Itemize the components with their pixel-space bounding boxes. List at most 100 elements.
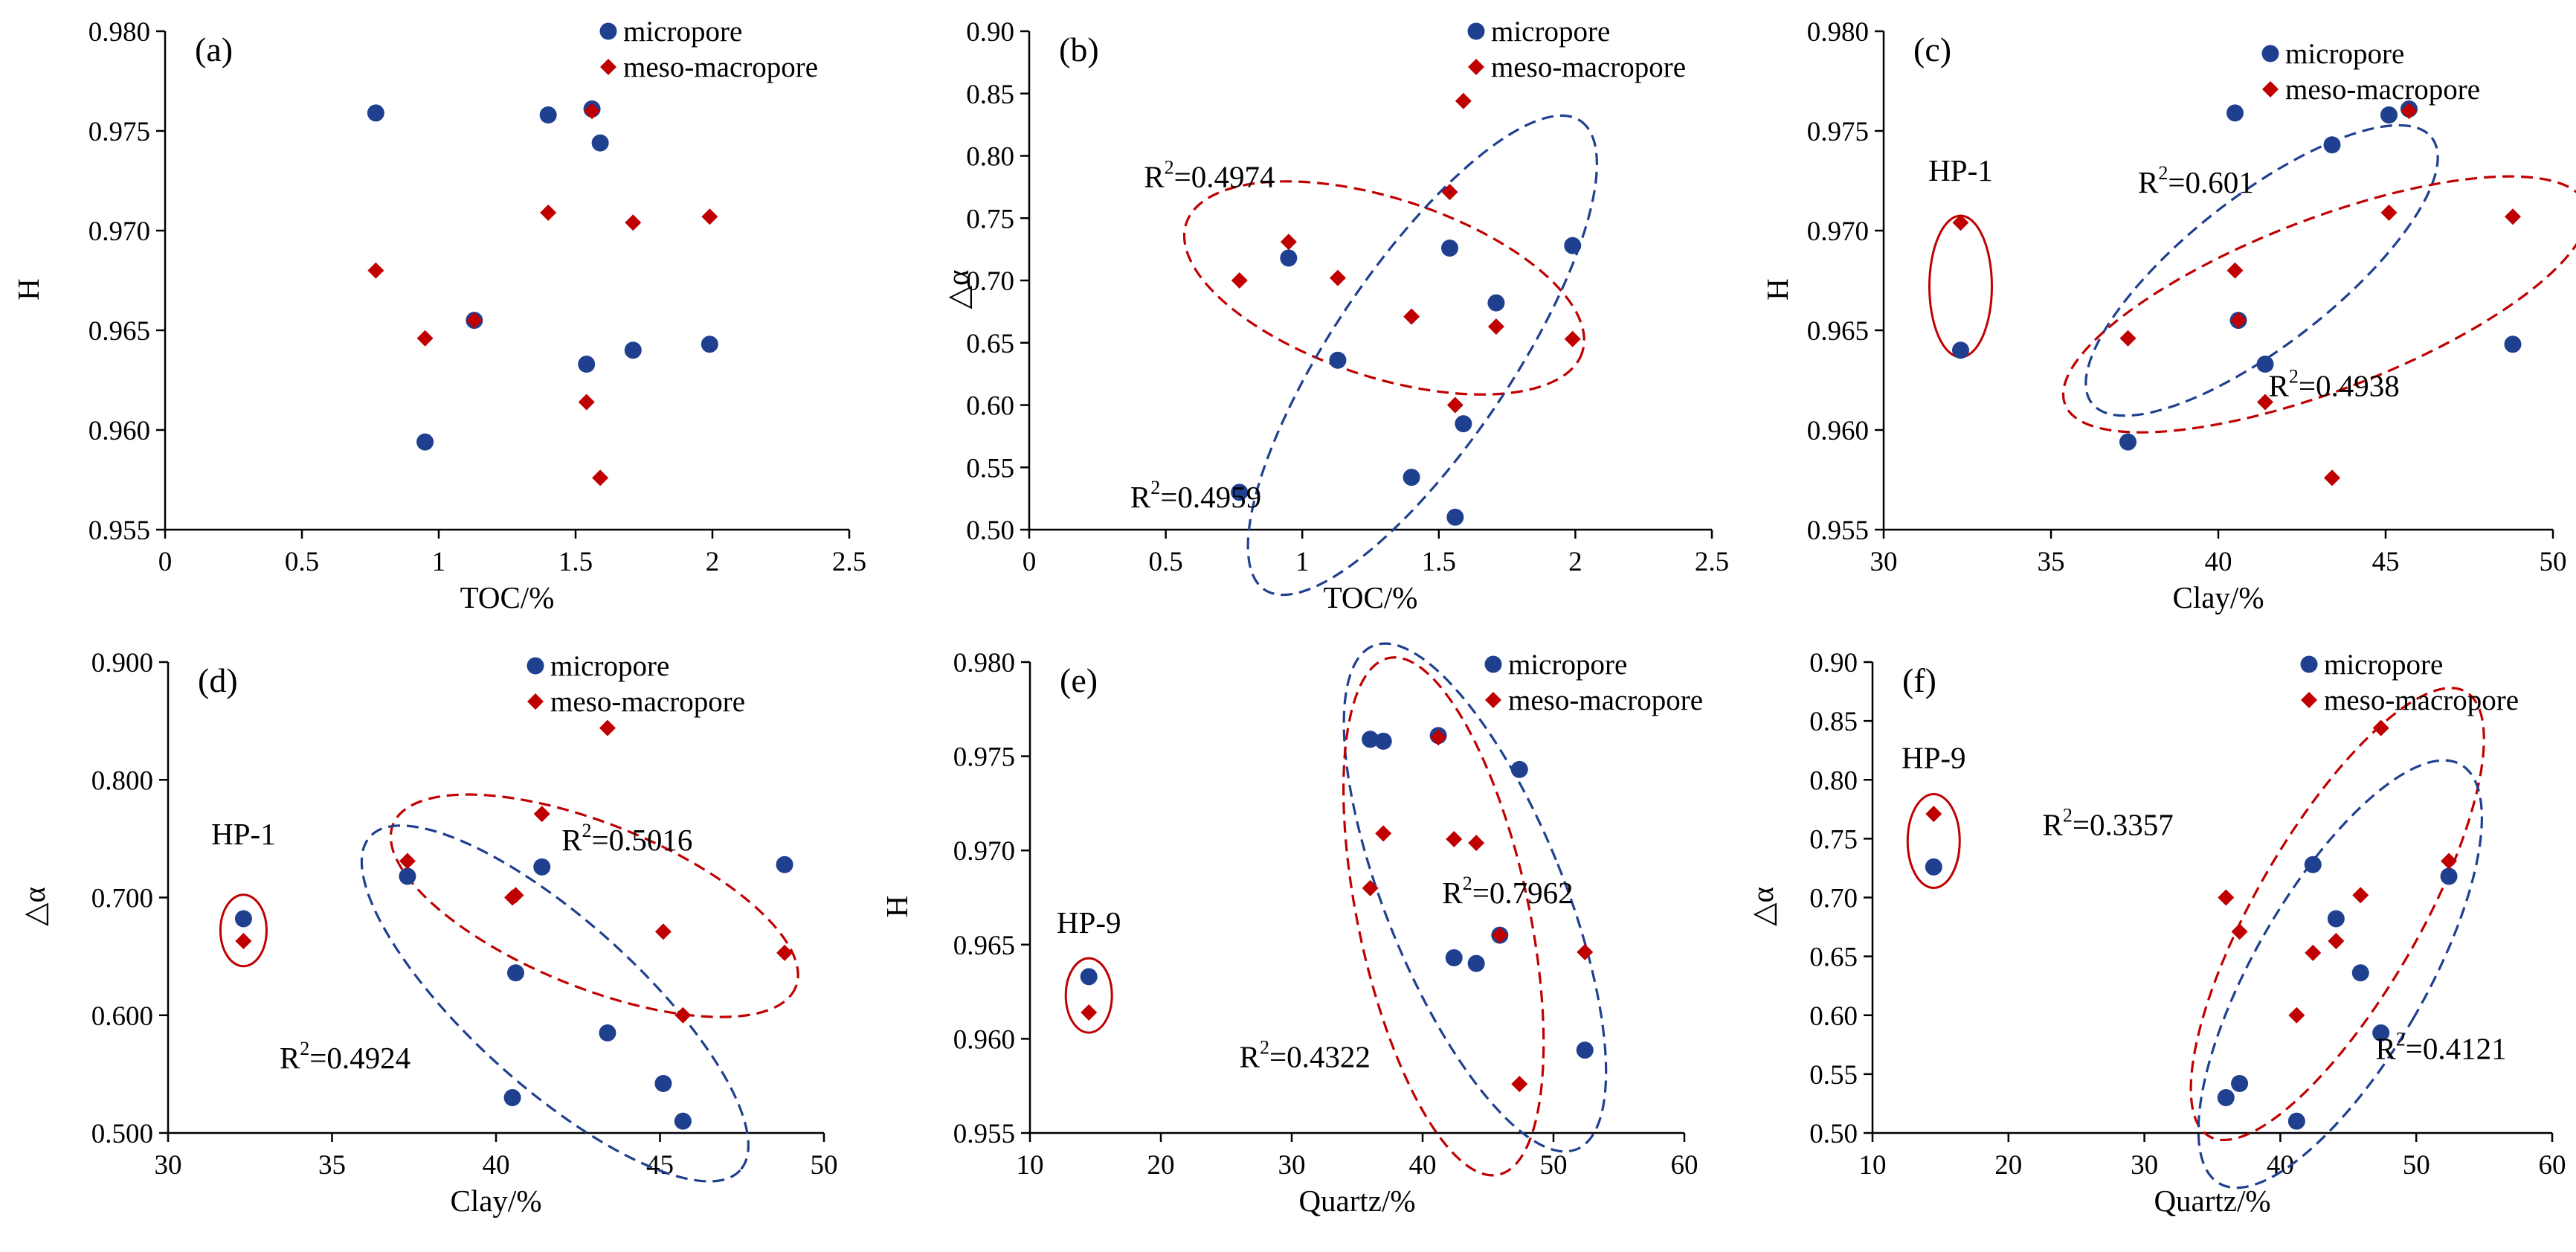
data-point-micropore [506, 964, 524, 982]
r-squared-label: R2=0.7962 [1442, 873, 1573, 910]
x-axis-title: Quartz/% [1298, 1184, 1415, 1218]
x-tick-label: 0.5 [1148, 547, 1182, 577]
y-tick-label: 0.965 [88, 316, 150, 347]
data-point-micropore [2372, 1024, 2390, 1041]
y-axis-title: △α [941, 269, 975, 309]
data-point-meso-macropore [1952, 214, 1969, 231]
data-point-meso-macropore [1329, 269, 1346, 286]
data-point-meso-macropore [2226, 262, 2244, 279]
data-point-meso-macropore [1487, 318, 1504, 335]
data-point-micropore [1231, 484, 1249, 501]
data-point-micropore [416, 433, 434, 451]
data-point-meso-macropore [625, 214, 642, 231]
data-point-meso-macropore [1564, 330, 1581, 347]
fit-ellipse-micropore [1342, 642, 1608, 1153]
x-tick-label: 45 [646, 1150, 674, 1181]
data-point-meso-macropore [1362, 879, 1379, 896]
y-tick-label: 0.955 [953, 1119, 1015, 1149]
y-tick-label: 0.900 [91, 648, 153, 678]
data-point-micropore [1952, 341, 1969, 359]
data-point-micropore [1576, 1041, 1594, 1059]
data-point-micropore [578, 356, 596, 373]
outlier-label: HP-9 [1057, 905, 1121, 940]
legend-label-meso-macropore: meso-macropore [550, 686, 745, 718]
data-point-meso-macropore [776, 944, 793, 961]
x-tick-label: 20 [1147, 1150, 1175, 1181]
data-point-micropore [1446, 508, 1464, 526]
y-tick-label: 0.955 [88, 516, 150, 546]
data-point-micropore [2327, 910, 2345, 928]
data-point-meso-macropore [507, 887, 524, 904]
y-tick-label: 0.960 [1807, 416, 1869, 446]
x-tick-label: 60 [2539, 1150, 2566, 1181]
r-squared-label: R2=0.5016 [561, 820, 692, 857]
y-tick-label: 0.50 [1809, 1119, 1858, 1149]
data-point-meso-macropore [584, 103, 601, 120]
data-point-micropore [776, 855, 793, 873]
y-tick-label: 0.965 [953, 931, 1015, 961]
legend-marker-meso-macropore [1485, 692, 1501, 708]
y-axis-title: H [11, 278, 45, 301]
x-tick-label: 30 [1278, 1150, 1306, 1181]
x-tick-label: 0 [158, 547, 173, 577]
data-point-meso-macropore [1446, 397, 1464, 414]
x-axis-title: TOC/% [1324, 580, 1418, 614]
series-meso-macropore [1231, 92, 1581, 414]
fit-ellipse-meso-macropore [2189, 687, 2485, 1142]
series-meso-macropore [367, 103, 718, 487]
data-point-micropore [2256, 356, 2274, 373]
series-micropore [367, 100, 718, 451]
legend-marker-micropore [1467, 22, 1485, 40]
y-axis-title: H [1760, 278, 1794, 301]
legend-label-meso-macropore: meso-macropore [623, 51, 818, 83]
legend-marker-meso-macropore [1468, 59, 1484, 75]
data-point-micropore [2323, 136, 2341, 154]
data-point-micropore [701, 336, 718, 353]
series-micropore [1925, 855, 2458, 1130]
x-tick-label: 35 [318, 1150, 346, 1181]
y-tick-label: 0.65 [966, 329, 1014, 359]
data-point-meso-macropore [1430, 729, 1447, 746]
data-point-meso-macropore [1491, 927, 1508, 944]
data-point-micropore [2380, 106, 2398, 124]
panel-a: 0.955 0.960 0.965 0.970 0.975 0.980 0 0.5 1 1.5 2 2… [11, 16, 866, 614]
data-point-meso-macropore [2288, 1007, 2305, 1024]
data-point-micropore [1455, 415, 1472, 433]
legend-marker-micropore [527, 657, 544, 675]
data-point-meso-macropore [2305, 944, 2322, 961]
legend-marker-meso-macropore [527, 693, 544, 710]
data-point-meso-macropore [1468, 835, 1485, 852]
panel-label: (e) [1060, 661, 1098, 699]
data-point-meso-macropore [2441, 853, 2458, 870]
data-point-meso-macropore [1441, 184, 1458, 201]
legend-label-micropore: micropore [2324, 649, 2443, 681]
data-point-micropore [2231, 1075, 2249, 1093]
series-micropore [234, 855, 793, 1130]
y-tick-label: 0.75 [966, 204, 1014, 234]
data-point-micropore [2504, 336, 2522, 353]
data-point-micropore [1080, 968, 1098, 986]
data-point-micropore [2226, 104, 2244, 122]
data-point-meso-macropore [2230, 312, 2247, 329]
fit-ellipse-micropore [2197, 759, 2484, 1190]
y-tick-label: 0.970 [953, 836, 1015, 867]
panel-e: 0.955 0.960 0.965 0.970 0.975 0.980 10 20 30 40 50… [880, 642, 1703, 1218]
outlier-ellipse [219, 893, 268, 968]
x-tick-label: 40 [1409, 1150, 1437, 1181]
legend-label-micropore: micropore [1491, 16, 1610, 48]
data-point-meso-macropore [235, 933, 252, 950]
outlier-label: HP-1 [1928, 153, 1993, 187]
data-point-meso-macropore [2257, 394, 2273, 411]
data-point-meso-macropore [1925, 806, 1942, 823]
data-point-meso-macropore [2231, 923, 2248, 940]
panel-label: (d) [198, 661, 238, 699]
fit-ellipse-micropore [360, 824, 750, 1183]
y-axis-title: △α [17, 887, 51, 926]
data-point-meso-macropore [654, 923, 672, 940]
x-tick-label: 35 [2038, 547, 2065, 577]
panel-label: (b) [1059, 31, 1099, 68]
data-point-meso-macropore [2324, 469, 2340, 487]
data-point-meso-macropore [674, 1007, 692, 1024]
x-tick-label: 50 [2540, 547, 2567, 577]
